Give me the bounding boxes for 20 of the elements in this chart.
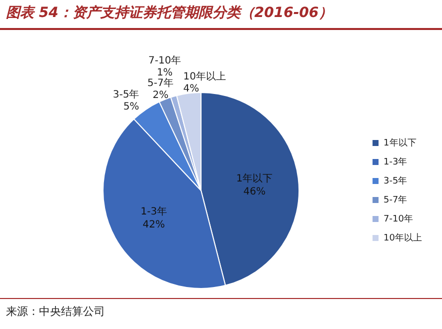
slice-label: 1-3年 — [140, 205, 167, 218]
chart-title: 图表 54：资产支持证券托管期限分类（2016-06） — [6, 4, 333, 22]
data-label: 42% — [142, 219, 165, 230]
legend-label: 5-7年 — [384, 194, 408, 206]
data-label: 46% — [243, 186, 266, 198]
data-label: 2% — [152, 90, 168, 102]
source-note: 来源：中央结算公司 — [6, 304, 105, 319]
data-label: 5% — [123, 102, 140, 113]
legend-label: 1年以下 — [384, 137, 416, 148]
slice-label: 5-7年 — [147, 77, 174, 90]
slice-label: 7-10年 — [148, 54, 182, 67]
legend-label: 1-3年 — [384, 156, 408, 168]
data-label: 1% — [156, 68, 173, 79]
slice-label: 3-5年 — [112, 88, 140, 101]
slice-label: 1年以下 — [236, 172, 273, 185]
legend-label: 10年以上 — [384, 232, 422, 244]
slice-label: 10年以上 — [183, 70, 226, 82]
data-label: 4% — [183, 83, 200, 94]
legend-label: 7-10年 — [384, 213, 413, 224]
legend-label: 3-5年 — [384, 175, 408, 186]
